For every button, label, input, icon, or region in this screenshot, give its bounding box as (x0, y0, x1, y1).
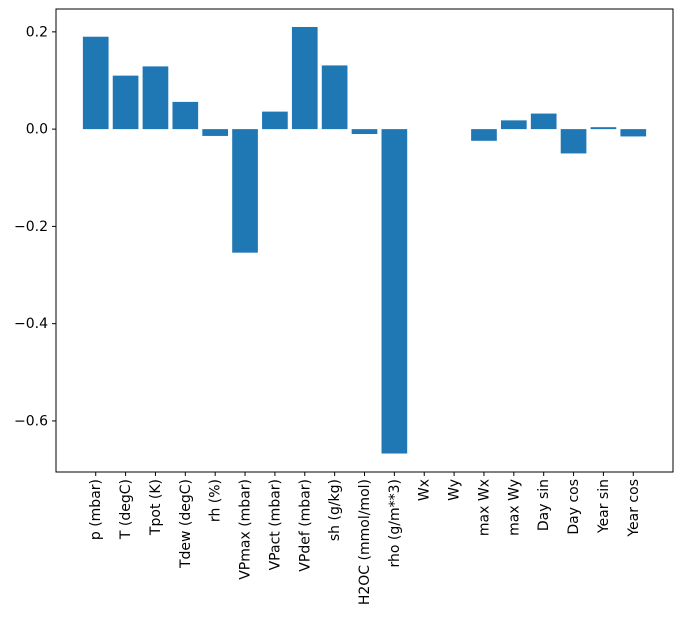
bar (262, 111, 288, 130)
bar (172, 101, 199, 130)
x-tick-label: Wx (417, 479, 433, 501)
x-tick-label: Tpot (K) (148, 479, 164, 536)
bar (351, 129, 378, 134)
bar (82, 36, 109, 130)
y-tick-label: 0.2 (26, 24, 48, 40)
bar (500, 120, 527, 130)
x-tick-label: H2OC (mmol/mol) (357, 479, 373, 605)
x-tick-label: Year cos (626, 479, 642, 538)
x-tick-label: Tdew (degC) (178, 479, 194, 569)
x-tick-label: Year sin (596, 479, 612, 534)
bar (232, 129, 258, 253)
x-tick-label: T (degC) (118, 479, 134, 540)
x-tick-label: VPact (mbar) (267, 479, 283, 570)
x-tick-label: p (mbar) (88, 479, 104, 540)
y-tick-label: −0.2 (14, 219, 48, 235)
y-tick-label: −0.6 (14, 413, 48, 429)
bar (202, 129, 229, 136)
x-tick-label: Day sin (536, 479, 552, 531)
x-tick-label: sh (g/kg) (327, 479, 343, 541)
y-tick-label: 0.0 (26, 122, 48, 138)
bar (142, 66, 169, 130)
x-tick-label: max Wx (476, 479, 492, 536)
x-tick-label: Wy (447, 479, 463, 501)
x-tick-label: Day cos (566, 479, 582, 535)
bar (112, 75, 139, 130)
x-tick-label: rho (g/m**3) (387, 479, 403, 567)
x-tick-label: VPdef (mbar) (297, 479, 313, 572)
x-tick-label: rh (%) (208, 479, 224, 522)
bar (471, 129, 497, 141)
bar (620, 129, 647, 137)
bar (321, 65, 348, 130)
y-tick-label: −0.4 (14, 316, 48, 332)
x-tick-label: VPmax (mbar) (238, 479, 254, 580)
bar (590, 127, 617, 130)
x-tick-label: max Wy (506, 479, 522, 536)
bar (291, 26, 318, 130)
bar (560, 129, 587, 154)
plot-border (55, 8, 674, 473)
bar (381, 129, 408, 454)
bar (530, 113, 557, 130)
